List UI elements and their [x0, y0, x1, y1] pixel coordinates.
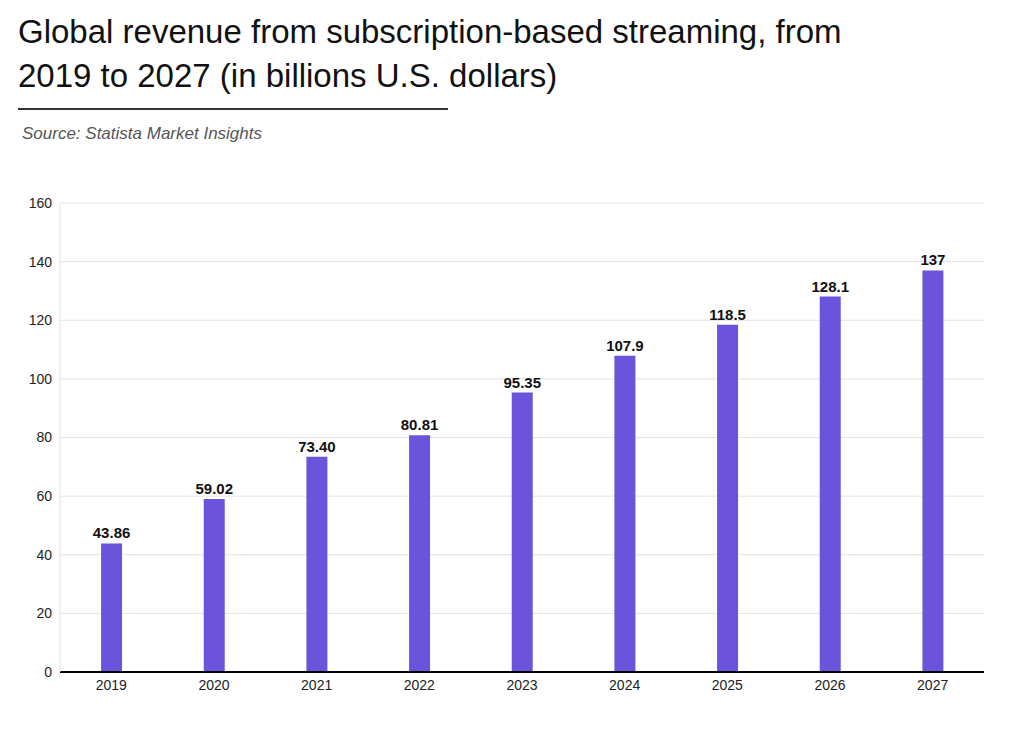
svg-text:2027: 2027: [917, 677, 948, 693]
svg-text:0: 0: [44, 664, 52, 680]
html-text:Source: Statista Market Insigh: Source: Statista Market Insights: [22, 124, 262, 143]
svg-text:120: 120: [29, 312, 53, 328]
svg-text:59.02: 59.02: [195, 480, 233, 497]
svg-text:107.9: 107.9: [606, 337, 644, 354]
svg-text:43.86: 43.86: [93, 524, 131, 541]
svg-text:20: 20: [36, 605, 52, 621]
html-text:Global revenue from subscripti: Global revenue from subscription-based s…: [18, 13, 842, 94]
svg-text:118.5: 118.5: [709, 306, 746, 323]
svg-text:2024: 2024: [609, 677, 640, 693]
svg-text:128.1: 128.1: [811, 278, 849, 295]
svg-text:140: 140: [29, 254, 53, 270]
svg-text:2022: 2022: [404, 677, 435, 693]
svg-text:160: 160: [29, 195, 53, 211]
svg-text:80: 80: [36, 429, 52, 445]
svg-text:40: 40: [36, 547, 52, 563]
svg-text:73.40: 73.40: [298, 438, 336, 455]
svg-text:2020: 2020: [198, 677, 229, 693]
svg-text:100: 100: [29, 371, 53, 387]
svg-text:2026: 2026: [814, 677, 845, 693]
svg-text:80.81: 80.81: [401, 416, 439, 433]
svg-text:2021: 2021: [301, 677, 332, 693]
svg-text:2023: 2023: [506, 677, 537, 693]
svg-text:60: 60: [36, 488, 52, 504]
svg-text:137: 137: [920, 251, 945, 268]
svg-text:2019: 2019: [96, 677, 127, 693]
svg-text:2025: 2025: [712, 677, 743, 693]
svg-text:95.35: 95.35: [503, 374, 541, 391]
